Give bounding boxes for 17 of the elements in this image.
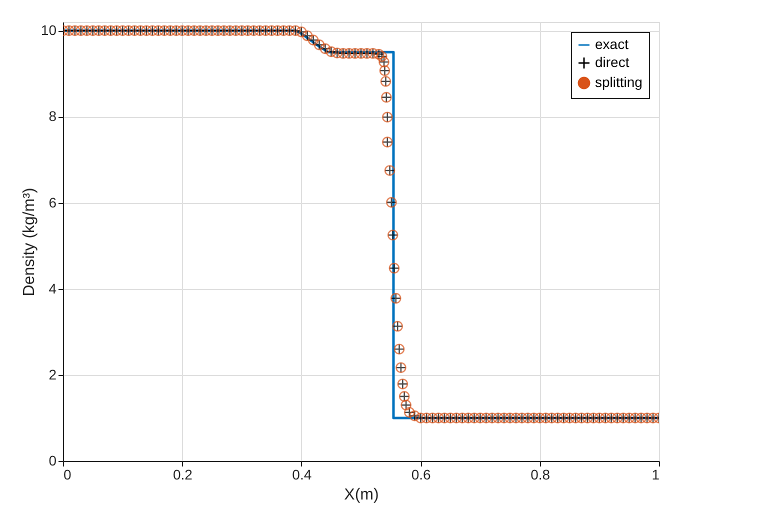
x-axis-title: X(m) xyxy=(344,486,379,504)
x-tick-label: 0.4 xyxy=(292,466,312,482)
y-tick-label: 4 xyxy=(48,280,57,296)
x-tick-label: 0.6 xyxy=(411,466,432,482)
y-tick-label: 0 xyxy=(48,452,57,468)
y-tick-label: 8 xyxy=(48,108,57,124)
y-axis-title: Density (kg/m³) xyxy=(20,188,38,296)
legend-label: exact xyxy=(595,36,629,52)
y-tick-label: 2 xyxy=(48,366,57,382)
legend-label: direct xyxy=(595,54,630,70)
x-tick-label: 0 xyxy=(64,466,72,482)
y-tick-label: 10 xyxy=(40,22,57,38)
y-tick-label: 6 xyxy=(48,194,57,210)
x-tick-label: 0.2 xyxy=(172,466,193,482)
x-tick-label: 0.8 xyxy=(530,466,550,482)
x-tick-label: 1 xyxy=(652,466,660,482)
legend-label: splitting xyxy=(595,74,642,90)
